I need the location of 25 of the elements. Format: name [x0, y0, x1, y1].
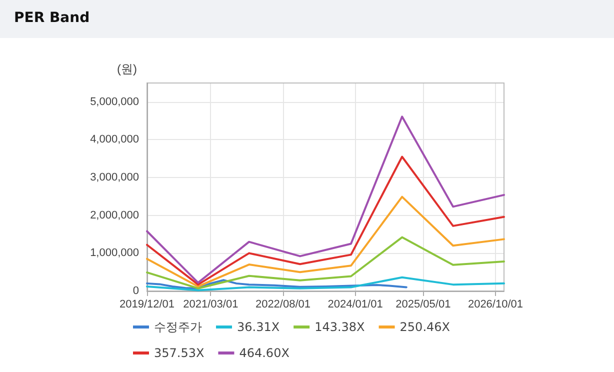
line-series [146, 116, 505, 284]
y-tick-label: 5,000,000 [90, 96, 139, 108]
x-tick-label: 2024/01/01 [328, 298, 383, 310]
y-axis-title: (원) [117, 62, 137, 76]
y-tick-label: 0 [132, 285, 139, 297]
legend-label: 250.46X [400, 320, 450, 334]
chart-title: PER Band [0, 0, 614, 38]
legend-label: 357.53X [154, 346, 204, 360]
legend-label: 36.31X [237, 320, 280, 334]
x-tick-label: 2025/05/01 [396, 298, 451, 310]
legend-label: 143.38X [314, 320, 365, 334]
y-tick-label: 4,000,000 [90, 134, 139, 146]
line-series [146, 279, 408, 290]
legend-label: 464.60X [239, 346, 290, 360]
x-tick-label: 2026/10/01 [468, 298, 524, 310]
line-series [146, 236, 505, 290]
line-series [146, 196, 505, 288]
y-tick-label: 2,000,000 [90, 209, 139, 222]
x-tick-label: 2021/03/01 [183, 298, 238, 310]
y-tick-label: 1,000,000 [90, 247, 139, 260]
line-series [146, 156, 505, 286]
y-tick-label: 3,000,000 [90, 172, 139, 184]
x-tick-label: 2022/08/01 [255, 298, 311, 310]
x-tick-label: 2019/12/01 [119, 298, 175, 310]
legend-label: 수정주가 [154, 320, 202, 334]
